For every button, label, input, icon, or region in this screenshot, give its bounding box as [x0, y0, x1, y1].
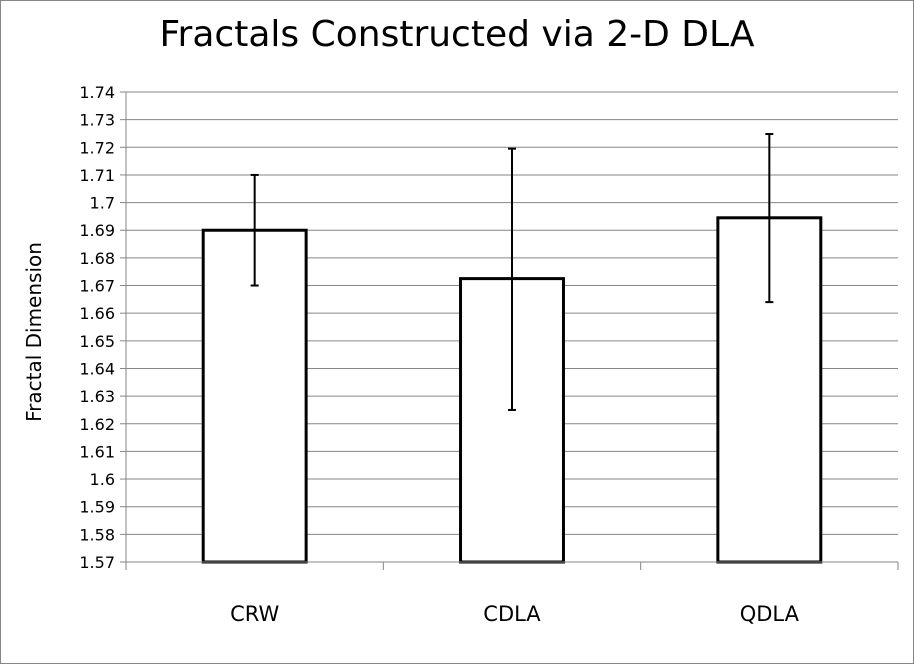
y-tick-label: 1.67	[79, 277, 115, 296]
y-tick-label: 1.61	[79, 442, 115, 461]
y-tick-label: 1.63	[79, 387, 115, 406]
y-tick-label: 1.73	[79, 111, 115, 130]
chart-title: Fractals Constructed via 2-D DLA	[159, 14, 755, 55]
y-tick-label: 1.6	[90, 470, 115, 489]
y-tick-label: 1.64	[79, 359, 115, 378]
y-tick-label: 1.59	[79, 498, 115, 517]
y-tick-label: 1.7	[90, 194, 115, 213]
y-tick-label: 1.69	[79, 221, 115, 240]
y-tick-label: 1.72	[79, 138, 115, 157]
y-tick-label: 1.57	[79, 553, 115, 572]
x-category-label: CDLA	[483, 602, 541, 626]
y-tick-label: 1.66	[79, 304, 115, 323]
y-tick-label: 1.58	[79, 525, 115, 544]
y-tick-label: 1.74	[79, 83, 115, 102]
y-tick-label: 1.65	[79, 332, 115, 351]
x-category-label: QDLA	[740, 602, 800, 626]
bar-qdla	[716, 216, 823, 564]
y-tick-label: 1.71	[79, 166, 115, 185]
y-tick-label: 1.68	[79, 249, 115, 268]
x-category-label: CRW	[230, 602, 279, 626]
y-tick-label: 1.62	[79, 415, 115, 434]
